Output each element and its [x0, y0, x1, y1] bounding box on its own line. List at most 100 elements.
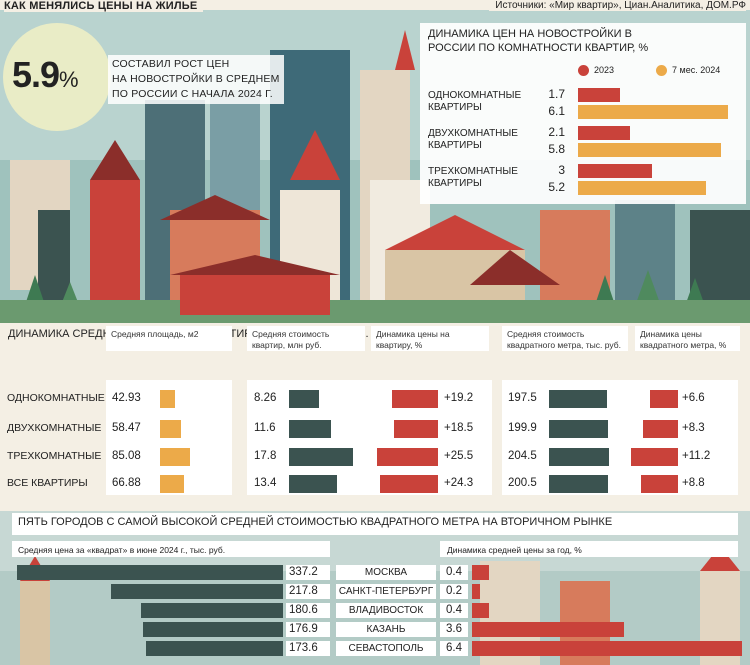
sqm-change-value: +11.2 [682, 450, 711, 462]
table-column-header: Средняя площадь, м2 [111, 329, 199, 339]
city-change-label-card [440, 565, 468, 580]
table-row-label: ДВУХКОМНАТНЫЕ [7, 422, 102, 434]
cities-change-header: Динамика средней цены за год, % [447, 545, 582, 555]
city-price-value: 176.9 [289, 623, 318, 635]
headline-line-2: НА НОВОСТРОЙКИ В СРЕДНЕМ [112, 73, 280, 85]
newbuild-value-label: 5.8 [548, 142, 565, 156]
legend-dot-2024 [656, 65, 667, 77]
city-price-value: 180.6 [289, 604, 318, 616]
city-change-value: 0.2 [446, 585, 462, 597]
city-name: СЕВАСТОПОЛЬ [336, 641, 436, 656]
city-change-value: 0.4 [446, 604, 462, 616]
table-header-card [502, 326, 628, 351]
city-price-bar [111, 584, 283, 599]
price-change-value: +19.2 [444, 392, 474, 404]
area-value: 66.88 [112, 477, 141, 489]
city-price-value: 337.2 [289, 566, 318, 578]
headline-unit: % [59, 67, 79, 92]
city-change-bar [472, 584, 481, 599]
legend-2023: 2023 [578, 65, 615, 77]
city-price-bar [146, 641, 283, 656]
area-value: 85.08 [112, 450, 141, 462]
newbuild-bar [578, 105, 729, 119]
table-column-header: Средняя стоимость квадратного метра, тыс… [507, 329, 621, 350]
city-change-label-card [440, 584, 468, 599]
legend-label-2023: 2023 [594, 65, 615, 75]
city-name: САНКТ-ПЕТЕРБУРГ [336, 584, 436, 599]
price-bar [289, 420, 331, 438]
city-change-value: 0.4 [446, 566, 462, 578]
city-price-label-card [286, 565, 330, 580]
price-value: 17.8 [254, 450, 277, 462]
headline-line-3: ПО РОССИИ С НАЧАЛА 2024 Г. [112, 88, 273, 100]
price-change-value: +18.5 [444, 422, 474, 434]
city-change-value: 6.4 [446, 642, 462, 654]
newbuild-value-label: 5.2 [548, 180, 565, 194]
city-change-bar [472, 641, 742, 656]
newbuild-category-word: ОДНОКОМНАТНЫЕ [428, 90, 522, 101]
table-column-header: Динамика цены на квартиру, % [376, 329, 450, 350]
city-name: КАЗАНЬ [336, 622, 436, 637]
city-price-label-card [286, 603, 330, 618]
price-change-value: +24.3 [444, 477, 474, 489]
sqm-change-bar [631, 448, 678, 466]
city-price-value: 173.6 [289, 642, 318, 654]
price-value: 11.6 [254, 422, 276, 434]
price-bar [289, 390, 319, 408]
table-header-card [371, 326, 489, 351]
city-change-label-card [440, 622, 468, 637]
city-change-bar [472, 565, 489, 580]
sqm-change-value: +8.3 [682, 422, 705, 434]
sqm-price-value: 200.5 [508, 477, 537, 489]
cities-header-left-card [12, 541, 330, 557]
price-change-value: +25.5 [444, 450, 474, 462]
newbuild-value-label: 6.1 [548, 104, 565, 118]
sqm-price-value: 204.5 [508, 450, 537, 462]
newbuild-category-word: КВАРТИРЫ [428, 140, 482, 151]
price-bar [289, 475, 338, 493]
headline-value: 5.9% [12, 54, 79, 96]
sqm-price-bar [549, 448, 609, 466]
headline-number: 5.9 [12, 54, 60, 95]
city-change-bar [472, 603, 489, 618]
headline-badge [3, 23, 111, 131]
price-value: 8.26 [254, 392, 277, 404]
area-value: 42.93 [112, 392, 141, 404]
area-bar [160, 448, 191, 466]
city-price-label-card [286, 641, 330, 656]
headline-text: СОСТАВИЛ РОСТ ЦЕН НА НОВОСТРОЙКИ В СРЕДН… [108, 55, 284, 104]
city-change-label-card [440, 641, 468, 656]
newbuild-category-label: ОДНОКОМНАТНЫЕ КВАРТИРЫ [428, 90, 548, 114]
legend-2024: 7 мес. 2024 [656, 65, 720, 77]
sqm-price-bar [549, 475, 608, 493]
city-change-label-card [440, 603, 468, 618]
price-change-bar [380, 475, 438, 493]
area-bar [160, 390, 176, 408]
city-price-label-card [286, 584, 330, 599]
table-header-card [635, 326, 740, 351]
newbuild-category-word: ДВУХКОМНАТНЫЕ [428, 128, 518, 139]
newbuild-category-label: ДВУХКОМНАТНЫЕ КВАРТИРЫ [428, 128, 548, 152]
city-price-value: 217.8 [289, 585, 318, 597]
sqm-change-value: +8.8 [682, 477, 705, 489]
newbuild-category-word: КВАРТИРЫ [428, 178, 482, 189]
cities-header-right-card [440, 541, 738, 557]
newbuild-bar [578, 181, 706, 195]
price-change-bar [393, 420, 438, 438]
price-value: 13.4 [254, 477, 277, 489]
newbuild-value-label: 2.1 [548, 125, 565, 139]
cities-title-card [12, 513, 738, 535]
table-row-label: ОДНОКОМНАТНЫЕ [7, 392, 105, 404]
table-column-card [247, 380, 492, 495]
headline-line-1: СОСТАВИЛ РОСТ ЦЕН [112, 58, 230, 70]
area-bar [160, 420, 181, 438]
sqm-change-value: +6.6 [682, 392, 705, 404]
legend-dot-2023 [578, 65, 589, 77]
city-price-bar [140, 603, 283, 618]
newbuild-bar [578, 164, 652, 178]
newbuild-bar [578, 88, 620, 102]
newbuild-category-word: КВАРТИРЫ [428, 102, 482, 113]
table-column-header: Средняя стоимость квартир, млн руб. [252, 329, 330, 350]
area-value: 58.47 [112, 422, 141, 434]
